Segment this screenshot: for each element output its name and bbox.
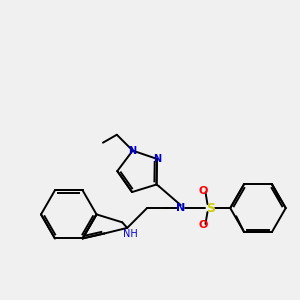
Text: NH: NH [123, 229, 138, 239]
Text: N: N [176, 203, 185, 213]
Text: N: N [129, 146, 137, 156]
Text: S: S [206, 202, 215, 214]
Text: N: N [153, 154, 161, 164]
Text: O: O [199, 186, 208, 196]
Text: O: O [199, 220, 208, 230]
